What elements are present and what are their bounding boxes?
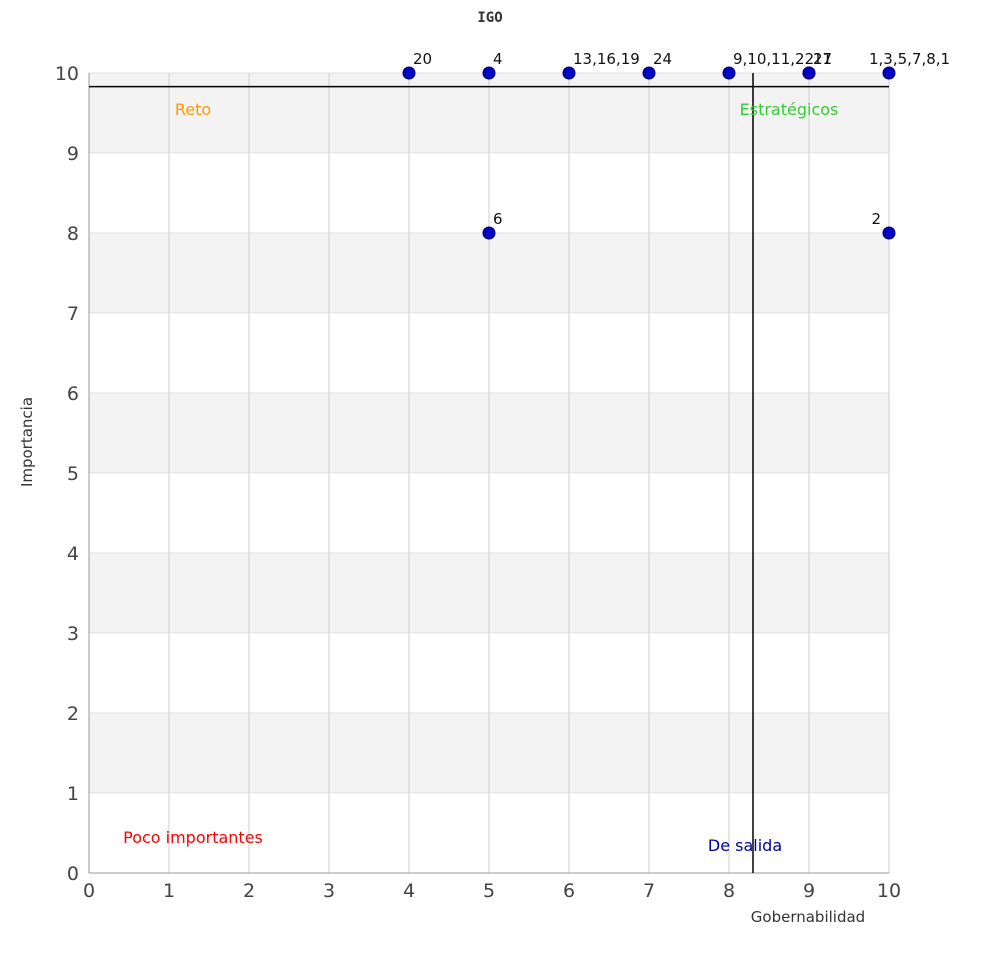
- quadrant-label: Reto: [175, 100, 211, 119]
- y-tick-label: 1: [67, 783, 79, 805]
- y-tick-label: 5: [67, 463, 79, 485]
- x-tick-label: 9: [803, 880, 815, 902]
- data-point: [882, 226, 896, 240]
- x-axis-label: Gobernabilidad: [751, 908, 865, 926]
- data-label: 6: [493, 210, 503, 228]
- data-label: 4: [493, 50, 503, 68]
- x-tick-label: 4: [403, 880, 415, 902]
- data-label: 20: [413, 50, 432, 68]
- chart-title: IGO: [477, 10, 502, 26]
- data-label: 1,3,5,7,8,1: [869, 50, 950, 68]
- x-tick-label: 1: [163, 880, 175, 902]
- y-tick-label: 2: [67, 703, 79, 725]
- x-tick-label: 7: [643, 880, 655, 902]
- x-tick-label: 10: [877, 880, 901, 902]
- y-tick-label: 7: [67, 303, 79, 325]
- data-point: [482, 66, 496, 80]
- data-label: 13,16,19: [573, 50, 640, 68]
- data-point: [722, 66, 736, 80]
- data-label: 24: [653, 50, 672, 68]
- data-label: 17: [813, 50, 832, 68]
- data-label: 21: [813, 50, 832, 68]
- data-point: [802, 66, 816, 80]
- y-axis-label: Importancia: [18, 397, 36, 487]
- data-label: 2: [871, 210, 881, 228]
- x-tick-label: 2: [243, 880, 255, 902]
- y-tick-label: 10: [55, 63, 79, 85]
- data-point: [402, 66, 416, 80]
- y-tick-label: 9: [67, 143, 79, 165]
- y-tick-label: 3: [67, 623, 79, 645]
- quadrant-label: Poco importantes: [123, 828, 263, 847]
- data-point: [482, 226, 496, 240]
- x-tick-label: 3: [323, 880, 335, 902]
- y-tick-label: 0: [67, 863, 79, 885]
- y-tick-label: 6: [67, 383, 79, 405]
- data-point: [562, 66, 576, 80]
- data-point: [882, 66, 896, 80]
- x-tick-label: 8: [723, 880, 735, 902]
- y-tick-label: 4: [67, 543, 79, 565]
- x-tick-label: 5: [483, 880, 495, 902]
- quadrant-label: De salida: [708, 836, 782, 855]
- x-tick-label: 0: [83, 880, 95, 902]
- data-point: [642, 66, 656, 80]
- quadrant-label: Estratégicos: [740, 100, 839, 119]
- x-tick-label: 6: [563, 880, 575, 902]
- data-label: 9,10,11,22: [733, 50, 814, 68]
- y-tick-label: 8: [67, 223, 79, 245]
